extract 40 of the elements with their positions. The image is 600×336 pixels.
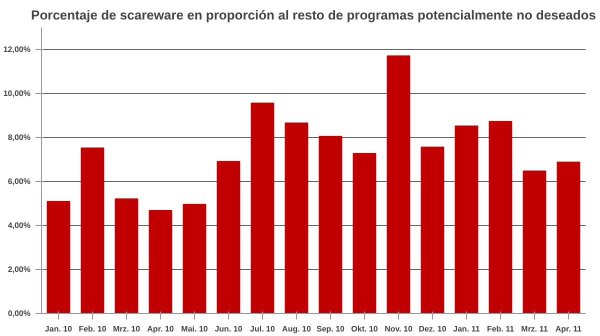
x-tick-label: Mrz. 10 [112,324,141,334]
x-tick-label: Dez. 10 [418,324,447,334]
bar [80,148,104,314]
x-tick-label: Nov. 10 [384,324,413,334]
chart-title: Porcentaje de scareware en proporción al resto de programas potencialmente no deseados [31,8,596,22]
x-tick-label: Sep. 10 [316,324,346,334]
bar [216,160,240,314]
bar [250,102,274,314]
y-tick-label: 0,00% [8,309,31,318]
x-tick-label: Mai. 10 [181,324,208,334]
x-tick-label: Apr. 11 [555,324,582,334]
bar [46,201,70,314]
bar [352,153,376,314]
y-tick-label: 8,00% [8,133,31,142]
x-tick-label: Okt. 10 [351,324,378,334]
bar [522,170,546,314]
x-tick-label: Feb. 10 [78,324,107,334]
bar [114,198,138,314]
x-tick-label: Feb. 11 [486,324,515,334]
bar [182,204,206,314]
x-tick-label: Jun. 10 [214,324,243,334]
bar [318,136,342,314]
x-tick-label: Apr. 10 [147,324,174,334]
x-tick-label: Jan. 10 [44,324,73,334]
y-tick-label: 6,00% [8,177,31,186]
bar [386,55,410,314]
y-tick-label: 12,00% [3,45,31,54]
bar [454,126,478,314]
bar [420,146,444,314]
y-tick-label: 2,00% [8,265,31,274]
bar [148,210,172,314]
x-tick-label: Jan. 11 [453,324,480,334]
bar [488,120,512,314]
x-tick-label: Aug. 10 [282,324,312,334]
y-tick-label: 4,00% [8,221,31,230]
y-tick-label: 10,00% [3,89,31,98]
bar [284,122,308,314]
bar [556,162,580,314]
x-tick-label: Jul. 10 [250,324,276,334]
x-tick-label: Mrz. 11 [521,324,548,334]
